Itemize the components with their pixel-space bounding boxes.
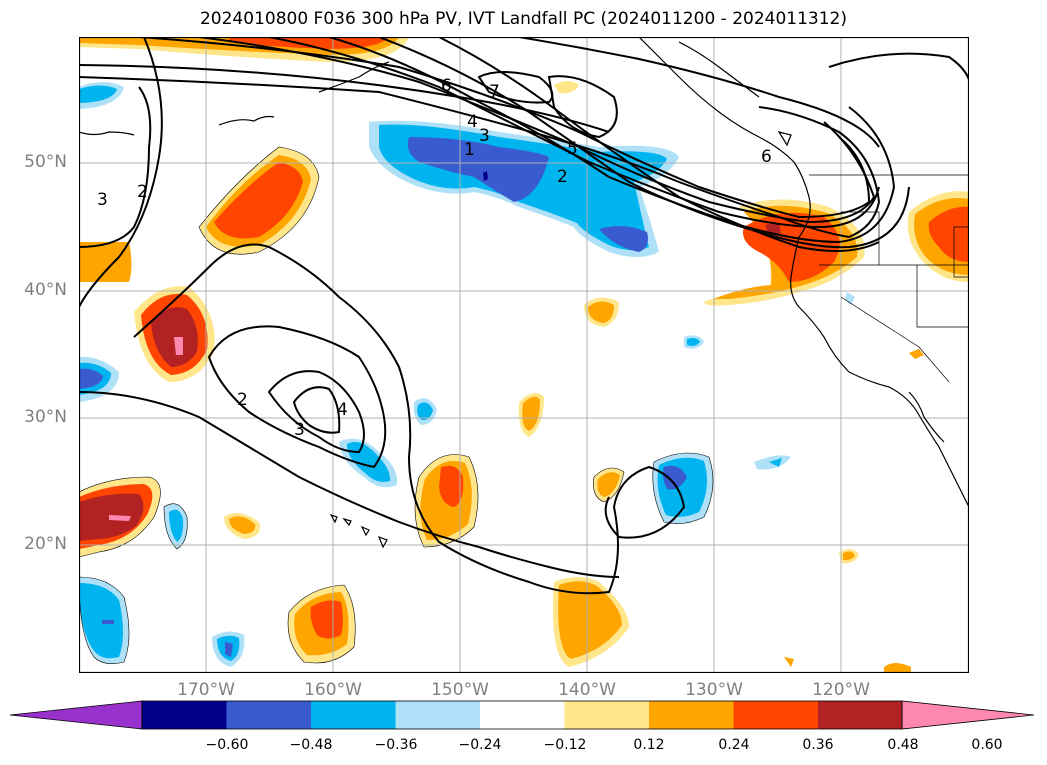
contour-label: 2 [557, 167, 568, 187]
colorbar-tick: 0.12 [633, 737, 665, 753]
colorbar-segment [733, 701, 819, 729]
lon-label-140w: 140°W [558, 680, 616, 700]
contour-label: 2 [137, 182, 148, 202]
gridlines [79, 37, 969, 673]
colorbar-tick: −0.36 [374, 737, 418, 753]
contour-label: 6 [761, 147, 772, 167]
contour-label: 4 [467, 112, 478, 132]
contour-label: 3 [294, 420, 305, 440]
colorbar-segment [311, 701, 396, 729]
contour-label: 4 [337, 400, 348, 420]
contour-label: 7 [489, 82, 500, 102]
colorbar-tick: −0.12 [543, 737, 587, 753]
colorbar-tick: −0.60 [205, 737, 249, 753]
lat-label-40n: 40°N [24, 280, 67, 300]
map-title: 2024010800 F036 300 hPa PV, IVT Landfall… [199, 9, 847, 29]
contour-labels: 7 6 5 4 3 2 1 3 2 4 2 3 6 [97, 76, 772, 440]
colorbar-tick: −0.48 [289, 737, 333, 753]
colorbar-segment [564, 701, 650, 729]
colorbar-segment [480, 701, 565, 729]
lon-label-120w: 120°W [812, 680, 870, 700]
colorbar-segment [142, 701, 227, 729]
contour-label: 2 [237, 390, 248, 410]
colorbar-tick: 0.60 [971, 737, 1003, 753]
colorbar-tick: 0.36 [802, 737, 834, 753]
map-frame [79, 37, 969, 673]
contour-label: 5 [567, 139, 578, 159]
colorbar [10, 700, 1035, 730]
colorbar-segment [649, 701, 734, 729]
patch-outlines [79, 146, 714, 664]
lon-label-130w: 130°W [685, 680, 743, 700]
contour-label: 6 [441, 76, 452, 96]
lat-label-50n: 50°N [24, 152, 67, 172]
lat-label-20n: 20°N [24, 534, 67, 554]
colorbar-tick: 0.48 [887, 737, 919, 753]
pv-contours [79, 37, 969, 595]
coastlines [79, 37, 969, 549]
colorbar-tick: −0.24 [458, 737, 502, 753]
lon-label-150w: 150°W [431, 680, 489, 700]
colorbar-segment [395, 701, 481, 729]
lon-label-160w: 160°W [304, 680, 362, 700]
colorbar-segment [226, 701, 312, 729]
contour-label: 3 [97, 190, 108, 210]
lat-label-30n: 30°N [24, 407, 67, 427]
colorbar-tick: 0.24 [718, 737, 750, 753]
colorbar-max-arrow [901, 700, 1035, 730]
negative-anomaly-patches [79, 82, 855, 667]
political-borders [809, 174, 969, 383]
positive-anomaly-patches [79, 37, 969, 673]
colorbar-segment [818, 701, 903, 729]
contour-label: 3 [479, 126, 490, 146]
pv-ivt-map: 7 6 5 4 3 2 1 3 2 4 2 3 6 [79, 37, 969, 673]
contour-label: 1 [464, 140, 475, 160]
lon-label-170w: 170°W [177, 680, 235, 700]
colorbar-min-arrow [10, 700, 143, 730]
